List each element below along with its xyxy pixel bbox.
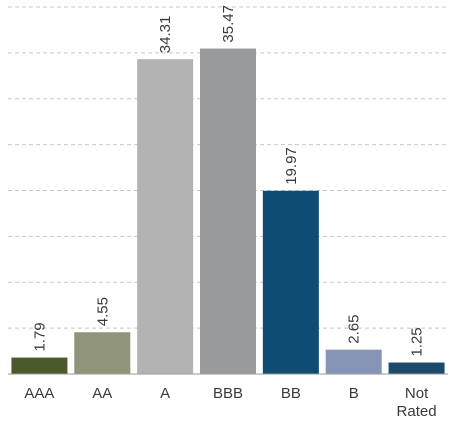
data-label: 4.55: [94, 297, 111, 326]
bars: [11, 48, 445, 375]
labels: 1.79 4.55 34.31 35.47 19.97 2.65 1.25: [31, 5, 425, 357]
tick-label: Rated: [397, 403, 437, 420]
tick-label: AA: [92, 385, 112, 402]
data-label: 34.31: [157, 16, 174, 54]
data-label: 35.47: [220, 5, 237, 43]
bar-b: [325, 349, 382, 374]
bar-a: [137, 59, 194, 374]
data-label: 2.65: [346, 314, 363, 343]
bar-bbb: [200, 48, 256, 375]
data-label: 1.25: [409, 327, 426, 356]
tick-label: A: [160, 385, 170, 402]
tick-label: Not: [405, 385, 429, 402]
bar-bb: [262, 190, 319, 374]
tick-label: AAA: [24, 385, 54, 402]
tick-label: BB: [281, 385, 301, 402]
data-label: 1.79: [31, 322, 48, 351]
bar-not-rated: [388, 362, 445, 374]
data-label: 19.97: [283, 147, 300, 185]
tick-label: BBB: [213, 385, 243, 402]
bar-aa: [74, 332, 131, 374]
tick-label: B: [349, 385, 359, 402]
bar-aaa: [11, 357, 68, 374]
